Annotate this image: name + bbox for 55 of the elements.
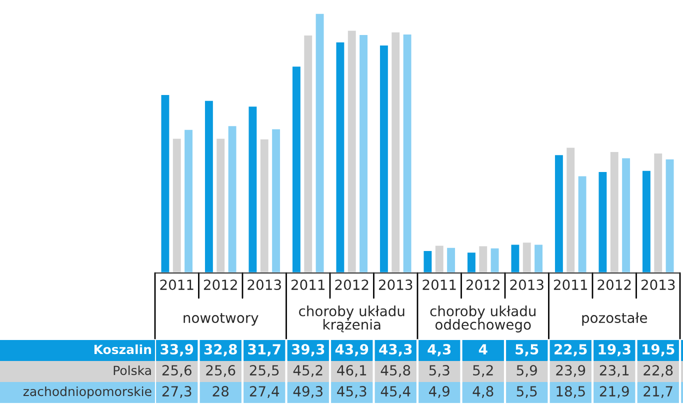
- data-label: 25,6: [206, 365, 236, 377]
- data-label: 27,3: [162, 386, 192, 398]
- data-label: 39,3: [292, 344, 324, 356]
- text: Polska: [114, 365, 151, 376]
- data-label: 5,5: [516, 344, 538, 356]
- x-tick-label: 2012: [466, 280, 500, 290]
- text: zachodniopomorskie: [23, 386, 152, 399]
- data-label: 22,5: [554, 344, 587, 356]
- data-label: 25,6: [162, 365, 192, 377]
- text: choroby układu krążenia: [299, 306, 404, 332]
- data-label: 5,3: [429, 365, 450, 377]
- data-label: 4,9: [429, 386, 450, 398]
- x-tick-label: 2013: [641, 280, 675, 290]
- data-label: 19,3: [598, 344, 630, 356]
- data-label: 18,5: [556, 386, 585, 398]
- text: pozostałe: [582, 312, 648, 326]
- data-label: 21,7: [644, 386, 672, 398]
- x-tick-label: 2013: [248, 280, 281, 290]
- x-tick-label: 2011: [554, 280, 588, 290]
- data-label: 23,1: [600, 365, 629, 377]
- data-label: 5,9: [516, 365, 537, 377]
- data-label: 45,4: [380, 386, 410, 398]
- data-label: 4,3: [428, 344, 451, 356]
- data-label: 21,9: [600, 386, 629, 398]
- data-label: 5,2: [473, 365, 493, 377]
- x-tick-label: 2012: [335, 280, 368, 290]
- data-label: 4: [478, 344, 488, 354]
- data-label: 19,5: [642, 344, 674, 356]
- text: choroby układu oddechowego: [430, 306, 536, 332]
- data-label: 46,1: [337, 365, 366, 377]
- x-tick-label: 2011: [160, 280, 194, 290]
- x-tick-label: 2011: [422, 280, 456, 290]
- data-label: 4,8: [472, 386, 494, 398]
- data-label: 22,8: [644, 365, 673, 377]
- x-tick-label: 2013: [510, 280, 544, 290]
- data-label: 31,7: [248, 344, 280, 356]
- data-label: 27,4: [250, 386, 280, 398]
- data-label: 32,8: [204, 344, 237, 356]
- data-label: 23,9: [556, 365, 586, 377]
- x-tick-label: 2013: [378, 280, 412, 290]
- data-label: 45,3: [337, 386, 366, 398]
- data-label: 43,9: [335, 344, 368, 356]
- data-label: 45,8: [380, 365, 410, 377]
- text: Koszalin: [94, 344, 152, 354]
- data-label: 49,3: [293, 386, 322, 398]
- data-label: 33,9: [160, 344, 194, 356]
- data-label: 43,3: [379, 344, 412, 356]
- text: nowotwory: [184, 313, 258, 326]
- data-label: 45,2: [293, 365, 322, 377]
- x-tick-label: 2012: [598, 280, 631, 290]
- x-tick-label: 2011: [291, 280, 325, 290]
- data-label: 28: [212, 386, 229, 397]
- data-label: 25,5: [250, 365, 279, 377]
- data-label: 5,5: [516, 386, 537, 398]
- x-tick-label: 2012: [204, 280, 237, 290]
